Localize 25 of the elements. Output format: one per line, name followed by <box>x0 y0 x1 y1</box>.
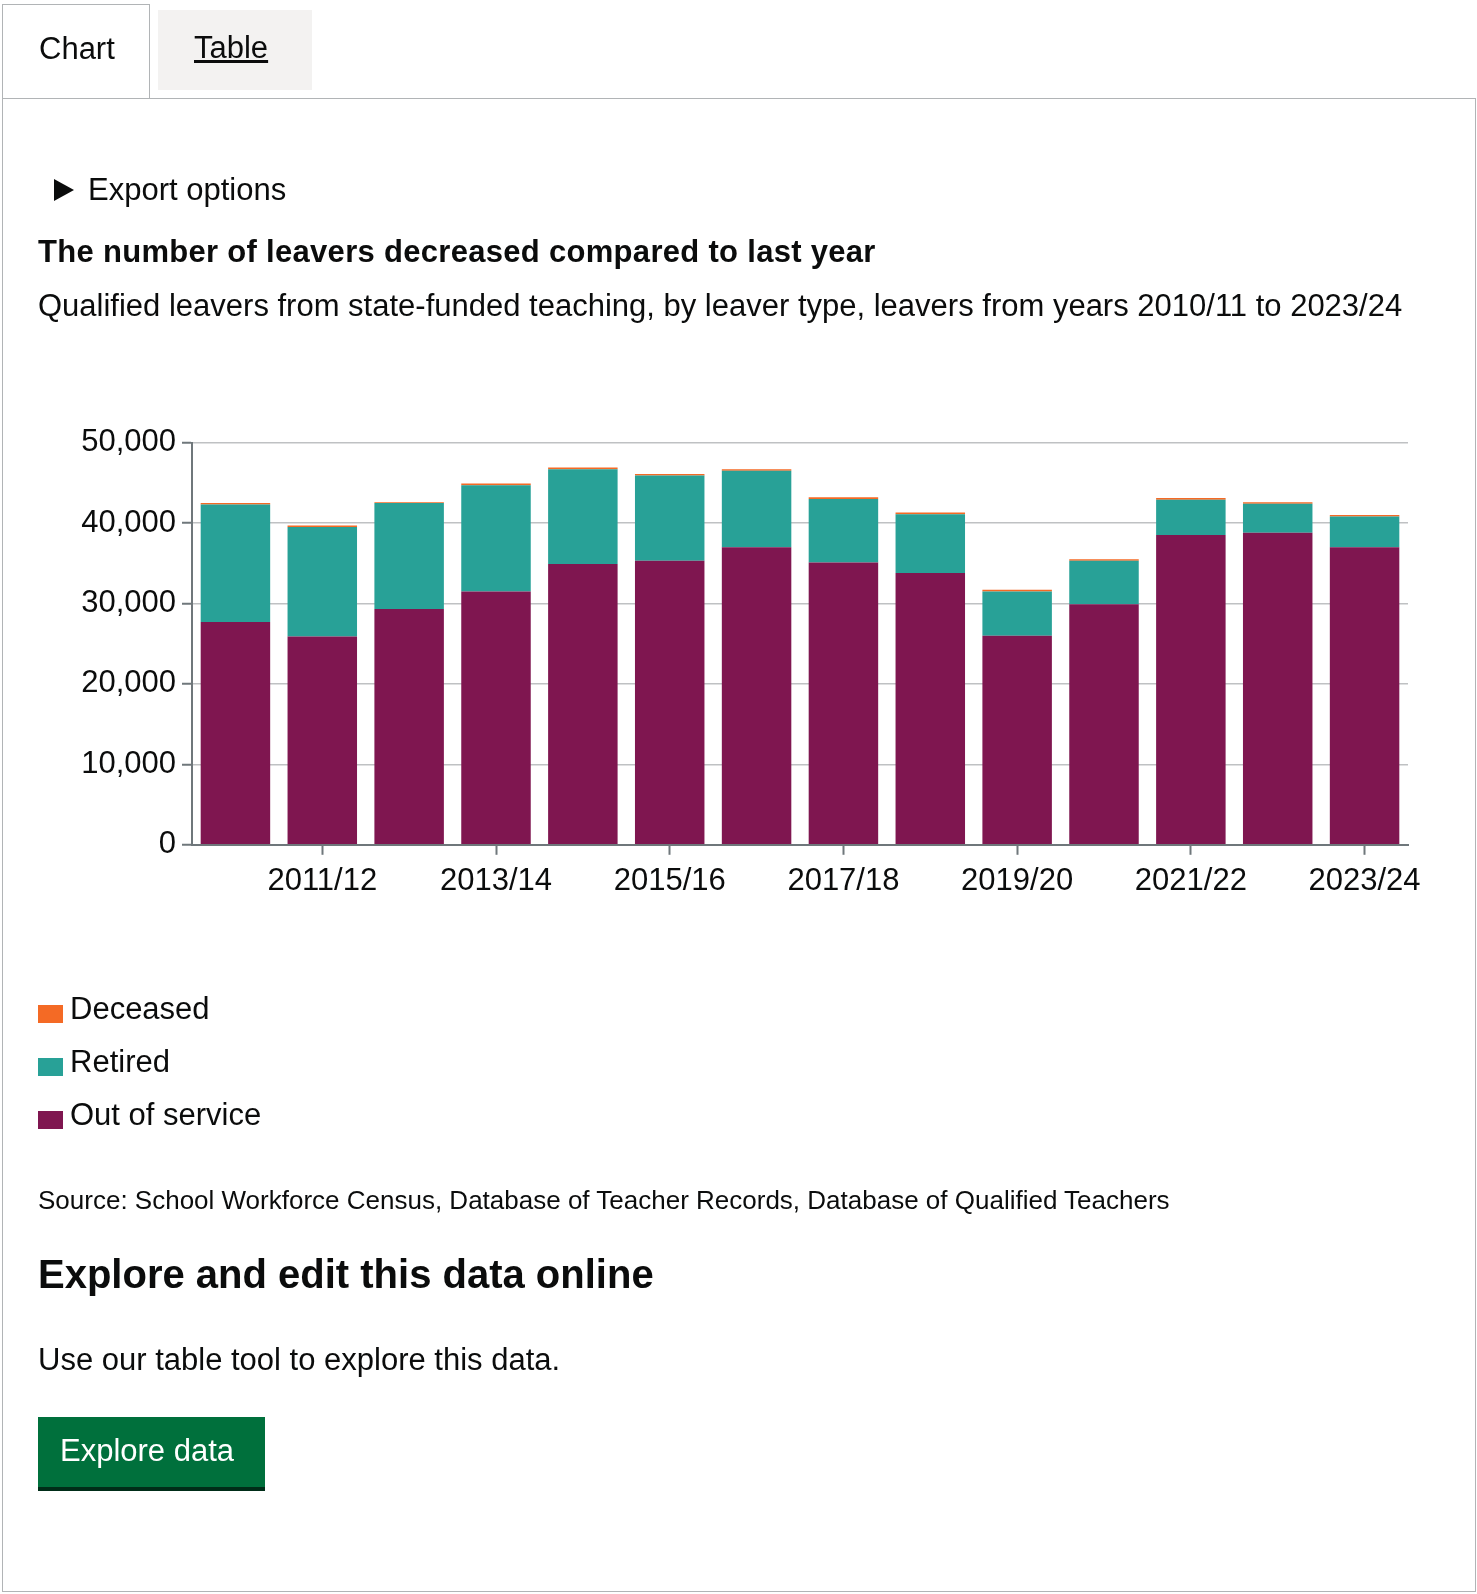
legend-label: Retired <box>70 1043 170 1080</box>
y-tick-label: 0 <box>158 825 176 861</box>
text: Chart <box>2 4 150 98</box>
y-tick-label: 30,000 <box>81 584 176 620</box>
chart-title: The number of leavers decreased compared to last year <box>38 234 876 270</box>
x-tick-label: 2021/22 <box>1134 861 1247 897</box>
x-tick-label: 2019/20 <box>961 861 1074 897</box>
legend-label: Deceased <box>70 990 210 1027</box>
y-tick-label: 50,000 <box>81 423 176 459</box>
text: Explore data <box>38 1417 265 1487</box>
text: Export options <box>88 172 287 208</box>
x-tick-label: 2013/14 <box>439 861 553 897</box>
x-tick-label: 2017/18 <box>787 861 900 897</box>
y-tick-label: 40,000 <box>81 503 176 539</box>
y-tick-label: 10,000 <box>81 744 176 780</box>
x-tick-label: 2011/12 <box>267 861 378 897</box>
source-note: Source: School Workforce Census, Database of Teacher Records, Database of Qualified Teachers <box>38 1185 1170 1216</box>
text: Use our table tool to explore this data. <box>38 1342 561 1378</box>
y-tick-label: 20,000 <box>81 664 176 700</box>
x-tick-label: 2015/16 <box>613 861 726 897</box>
chart-subtitle: Qualified leavers from state-funded teaching, by leaver type, leavers from years 2010/11 to 2023/24 <box>38 287 1404 325</box>
text: Explore and edit this data online <box>38 1252 654 1297</box>
text: Table <box>158 10 312 90</box>
x-tick-label: 2023/24 <box>1308 861 1421 897</box>
legend-label: Out of service <box>70 1096 262 1133</box>
